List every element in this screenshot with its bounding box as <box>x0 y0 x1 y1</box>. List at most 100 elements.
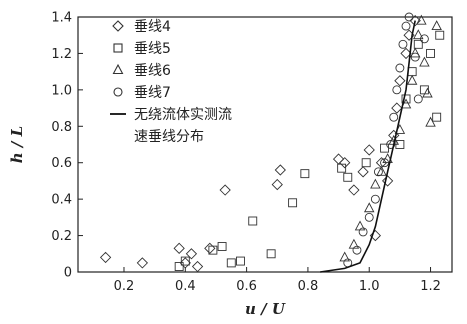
data-point <box>136 257 149 269</box>
data-point <box>380 143 390 153</box>
y-tick-label: 1.4 <box>51 11 72 26</box>
y-tick-label: 0.4 <box>51 193 72 208</box>
data-point <box>389 112 399 122</box>
legend-label-cont: 速垂线分布 <box>134 129 204 145</box>
x-tick-label: 1.0 <box>359 279 380 294</box>
legend-label: 垂线7 <box>134 85 171 101</box>
data-point <box>410 52 420 62</box>
data-point <box>419 56 430 67</box>
data-point <box>391 102 403 114</box>
data-point <box>332 153 345 165</box>
series-4 <box>343 12 429 268</box>
data-point <box>401 21 411 31</box>
data-point <box>348 184 360 196</box>
data-point <box>413 94 423 104</box>
data-point <box>191 260 204 273</box>
data-point <box>271 178 283 191</box>
axes: 0.2 0.4 0.6 0.8 1.0 1.2 0 0.2 0.4 0.6 0.8 1.0 1.2 1.4 <box>51 11 441 295</box>
legend-swatch <box>113 43 123 53</box>
data-point <box>354 220 366 231</box>
data-point <box>339 157 351 169</box>
x-tick-label: 1.2 <box>420 279 441 294</box>
data-point <box>380 158 390 168</box>
y-tick-label: 1.2 <box>51 47 72 62</box>
series-2 <box>174 30 445 271</box>
data-point <box>173 242 185 254</box>
data-point <box>392 85 402 95</box>
y-tick-label: 0 <box>64 266 72 281</box>
legend-label: 垂线6 <box>134 63 171 79</box>
data-point <box>99 251 112 264</box>
data-point <box>407 67 417 77</box>
x-tick-label: 0.4 <box>175 279 196 294</box>
data-point <box>226 258 236 268</box>
data-point <box>204 242 216 254</box>
legend-item: 垂线5 <box>113 41 171 57</box>
legend-item: 垂线6 <box>112 63 171 79</box>
data-point <box>404 12 414 22</box>
data-point <box>400 98 412 109</box>
data-point <box>363 144 375 156</box>
data-point <box>406 74 418 85</box>
data-point <box>425 116 436 127</box>
data-point <box>248 216 258 226</box>
data-point <box>381 175 394 187</box>
data-point <box>394 75 406 87</box>
data-point <box>288 198 298 208</box>
plot-frame <box>77 16 453 273</box>
x-tick-label: 0.2 <box>114 279 135 294</box>
series-5 <box>320 20 416 273</box>
data-point <box>370 194 380 204</box>
data-point <box>413 29 424 40</box>
data-marks <box>99 12 445 273</box>
legend-swatch <box>112 63 124 75</box>
data-point <box>395 63 405 73</box>
y-tick-label: 0.6 <box>51 156 72 171</box>
data-point <box>363 202 375 213</box>
data-point <box>208 245 218 255</box>
data-point <box>357 166 369 178</box>
data-point <box>431 20 442 31</box>
x-tick-label: 0.6 <box>236 279 257 294</box>
legend-label: 无绕流体实测流 <box>134 107 232 123</box>
data-point <box>409 47 421 58</box>
data-point <box>416 14 427 25</box>
data-point <box>337 163 347 173</box>
data-point <box>364 212 374 222</box>
data-point <box>435 30 445 40</box>
legend-item: 垂线7 <box>113 85 171 101</box>
data-point <box>358 227 368 237</box>
data-point <box>419 34 429 44</box>
y-tick-label: 0.2 <box>51 229 72 244</box>
data-point <box>352 245 362 255</box>
data-point <box>180 256 190 266</box>
data-point <box>300 169 310 179</box>
data-point <box>373 167 383 177</box>
data-point <box>413 39 423 49</box>
data-point <box>426 48 435 58</box>
data-point <box>339 251 350 262</box>
data-point <box>400 47 412 60</box>
series-1 <box>99 15 421 273</box>
legend-swatch <box>113 87 123 97</box>
data-point <box>369 229 381 242</box>
data-point <box>174 262 184 271</box>
series-line <box>320 20 416 273</box>
data-point <box>185 248 198 260</box>
data-point <box>274 164 286 176</box>
data-point <box>401 94 411 104</box>
data-point <box>361 158 371 168</box>
x-tick-label: 0.8 <box>298 279 319 294</box>
data-point <box>398 39 408 49</box>
y-axis-label: h / L <box>8 126 26 163</box>
legend-swatch <box>112 20 124 32</box>
data-point <box>409 15 421 27</box>
data-point <box>422 87 433 98</box>
data-point <box>236 256 245 266</box>
data-point <box>343 172 353 182</box>
series-3 <box>339 14 442 262</box>
data-point <box>217 242 227 251</box>
